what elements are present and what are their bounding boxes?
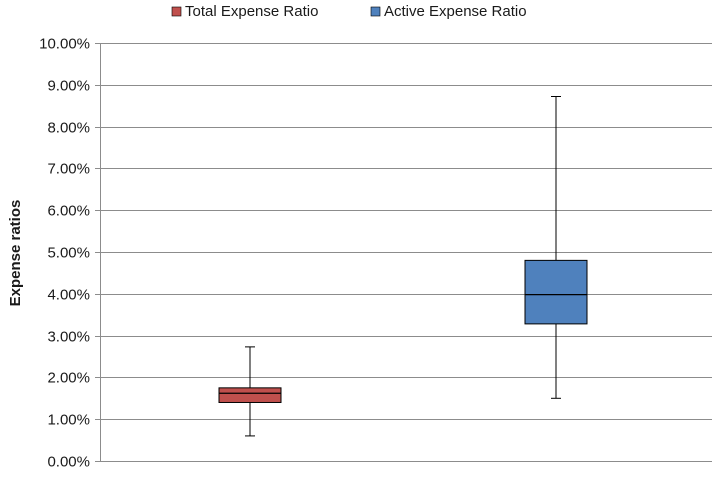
y-axis-tick-labels: 0.00% 1.00% 2.00% 3.00% 4.00% 5.00% 6.00% 7.00%… [39, 36, 90, 471]
box-iqr [524, 259, 588, 325]
y-tick-label: 5.00% [47, 245, 90, 262]
box-iqr [218, 387, 282, 403]
y-tick-label: 6.00% [47, 203, 90, 220]
legend-item-2: Active Expense Ratio [370, 3, 527, 20]
legend-item-1: Total Expense Ratio [171, 3, 318, 20]
box-plots [218, 96, 588, 437]
legend-swatch [370, 6, 381, 17]
y-tick-label: 7.00% [47, 161, 90, 178]
axes [95, 43, 712, 462]
y-tick-label: 8.00% [47, 120, 90, 137]
box-plot-1 [218, 346, 282, 437]
y-tick-label: 3.00% [47, 329, 90, 346]
y-tick-label: 10.00% [39, 36, 90, 53]
y-axis-label: Expense ratios [7, 200, 24, 307]
y-tick-label: 1.00% [47, 412, 90, 429]
legend-label: Total Expense Ratio [185, 3, 318, 20]
y-tick-label: 9.00% [47, 78, 90, 95]
y-tick-label: 4.00% [47, 287, 90, 304]
y-tick-label: 2.00% [47, 370, 90, 387]
grid-lines [100, 43, 712, 420]
legend: Total Expense Ratio Active Expense Ratio [171, 3, 527, 20]
box-plot-2 [524, 96, 588, 399]
y-tick-label: 0.00% [47, 454, 90, 471]
legend-swatch [171, 6, 182, 17]
legend-label: Active Expense Ratio [384, 3, 527, 20]
